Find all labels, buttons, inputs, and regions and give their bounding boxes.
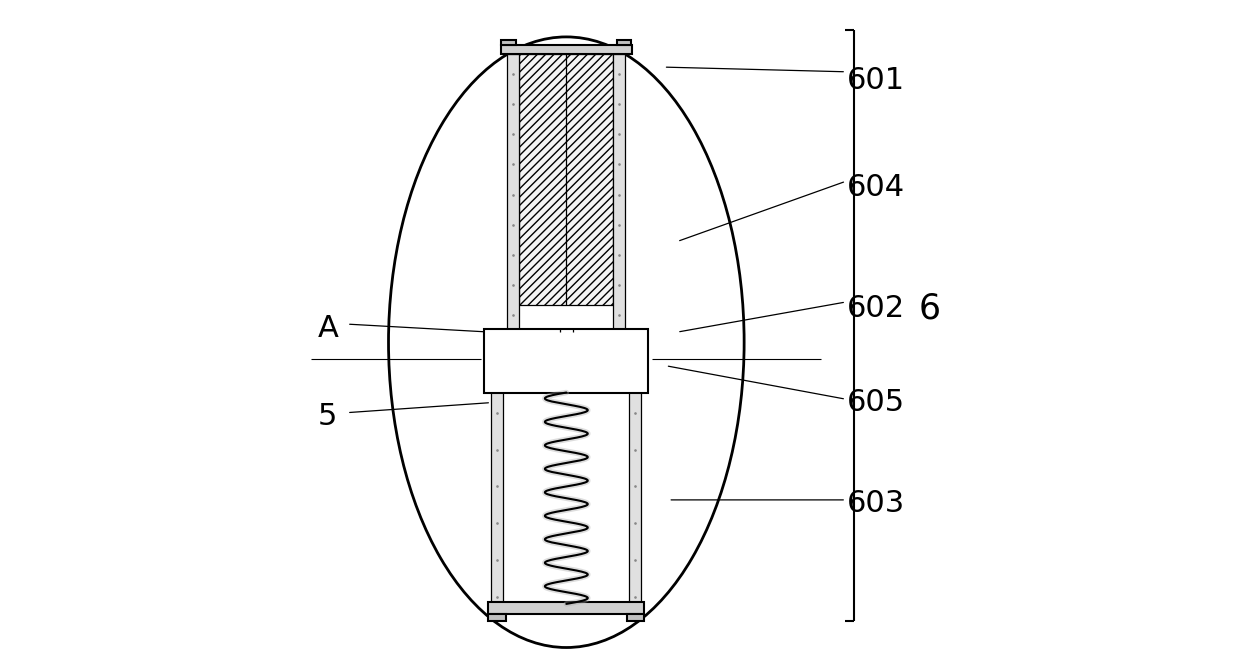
Bar	[485, 329, 649, 393]
Bar	[520, 54, 614, 305]
Text: A: A	[317, 314, 339, 344]
Text: 603: 603	[847, 488, 905, 518]
Bar	[507, 54, 520, 332]
Text: 6: 6	[919, 292, 941, 325]
Text: 601: 601	[847, 66, 905, 95]
Text: 602: 602	[847, 294, 905, 323]
Bar	[501, 45, 632, 54]
Bar	[489, 602, 644, 614]
Bar	[616, 40, 631, 45]
Bar	[491, 332, 503, 614]
Bar	[489, 614, 506, 621]
Bar	[501, 40, 516, 45]
Bar	[630, 332, 641, 614]
Text: 5: 5	[317, 401, 337, 431]
Bar	[626, 614, 644, 621]
Text: 604: 604	[847, 173, 905, 203]
Bar	[614, 54, 625, 332]
Text: 605: 605	[847, 388, 905, 417]
